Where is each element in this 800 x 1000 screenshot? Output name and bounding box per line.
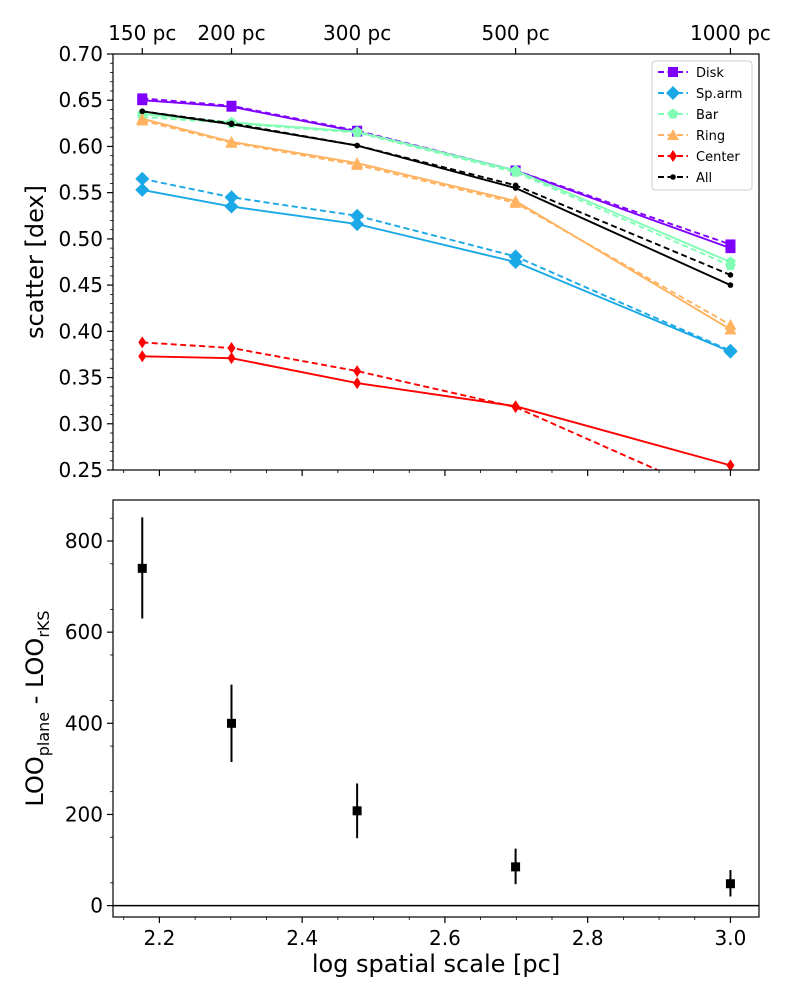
y-tick-label: 0 (90, 894, 103, 918)
legend-marker-center (669, 150, 677, 162)
data-point (226, 718, 236, 728)
legend-label-center: Center (696, 150, 740, 165)
y-tick-label: 0.25 (58, 458, 103, 482)
top-axis-tick-label: 500 pc (481, 21, 549, 45)
legend-marker-bar (667, 108, 679, 119)
data-point (511, 862, 521, 872)
legend-label-all: All (696, 171, 712, 186)
plot-frame (112, 499, 760, 918)
data-point-sp-arm-dashed (135, 171, 150, 186)
y-tick-label: 0.45 (58, 273, 103, 297)
data-point-center-dashed (227, 341, 236, 354)
data-point-bar-dashed (351, 127, 363, 138)
x-tick-label: 3.0 (715, 926, 747, 950)
data-point-all-dashed (354, 142, 360, 149)
data-point (352, 806, 362, 816)
legend-label-disk: Disk (696, 66, 724, 81)
data-point-center-dashed (353, 365, 362, 378)
y-axis-label: LOOplane - LOOrKS (21, 610, 53, 806)
data-point-all-solid (727, 282, 734, 288)
data-point-center-solid (138, 350, 147, 363)
top-axis-tick-label: 1000 pc (690, 21, 771, 45)
data-point-all-dashed (228, 120, 235, 127)
data-point-center-solid (726, 459, 735, 470)
series-line-center-solid (142, 355, 731, 467)
legend-marker-all (670, 174, 676, 180)
y-tick-label: 0.70 (58, 42, 103, 66)
y-tick-label: 800 (65, 529, 103, 553)
legend-marker-disk (668, 67, 678, 77)
y-tick-label: 200 (65, 802, 103, 826)
y-tick-label: 0.60 (58, 134, 103, 158)
loo-panel: 0 200 400 600 800 2.2 2.4 2.6 2.8 3.0 log spatial … (21, 499, 760, 978)
legend-marker-sp-arm (666, 86, 680, 100)
y-axis-label: scatter [dex] (21, 185, 49, 339)
legend-marker-ring (667, 129, 679, 140)
data-point-center-dashed (726, 496, 734, 508)
data-point-ring-dashed (509, 196, 522, 208)
y-tick-label: 0.55 (58, 181, 103, 205)
series-line-center-dashed (142, 341, 660, 470)
data-point (725, 879, 735, 889)
top-axis-tick-label: 200 pc (197, 21, 265, 45)
data-point-center-dashed (511, 401, 520, 414)
data-point-center-solid (227, 352, 236, 365)
legend-label-bar: Bar (696, 108, 719, 123)
data-point-center-solid (353, 377, 362, 390)
series-line-bar-solid (142, 113, 731, 263)
series-line-disk-dashed (142, 97, 731, 246)
x-tick-label: 2.4 (286, 926, 318, 950)
y-tick-label: 0.50 (58, 227, 103, 251)
scatter-panel: 0.25 0.30 0.35 0.40 0.45 0.50 0.55 0.60 0.65 0.70… (21, 21, 771, 508)
x-tick-label: 2.8 (572, 926, 604, 950)
data-point-disk-dashed (226, 100, 237, 111)
data-point-ring-dashed (724, 318, 737, 330)
y-label-mid: - LOO (21, 638, 49, 712)
x-axis-label: log spatial scale [pc] (312, 950, 560, 978)
data-point-all-dashed (512, 182, 519, 189)
y-tick-label: 600 (65, 620, 103, 644)
data-point-sp-arm-solid (224, 199, 239, 214)
data-point-bar-dashed (725, 260, 736, 271)
data-point-sp-arm-dashed (224, 190, 239, 205)
data-point-bar-dashed (510, 166, 521, 177)
series-group (135, 93, 738, 508)
data-point-sp-arm-solid (135, 182, 150, 197)
y-tick-label: 0.40 (58, 319, 103, 343)
y-tick-label: 0.30 (58, 412, 103, 436)
top-axis-tick-label: 150 pc (108, 21, 176, 45)
data-point-sp-arm-dashed (723, 343, 738, 358)
data-point (137, 563, 147, 573)
legend-label-ring: Ring (696, 129, 725, 144)
data-point-center-dashed (138, 336, 147, 349)
y-label-sub-rks: rKS (34, 610, 53, 637)
top-axis-tick-label: 300 pc (323, 21, 391, 45)
data-point-ring-dashed (225, 136, 238, 148)
data-point-disk-dashed (725, 239, 736, 250)
x-tick-label: 2.6 (429, 926, 461, 950)
data-point-sp-arm-solid (350, 217, 365, 232)
y-tick-label: 0.35 (58, 366, 103, 390)
data-point-all-dashed (139, 108, 146, 115)
x-tick-label: 2.2 (143, 926, 175, 950)
series-line-all-dashed (142, 110, 731, 276)
y-label-sub-plane: plane (34, 712, 53, 756)
legend-label-sp-arm: Sp.arm (696, 87, 742, 102)
series-line-bar-dashed (142, 115, 731, 267)
data-point-disk-dashed (137, 93, 148, 104)
data-point-ring-dashed (136, 114, 149, 126)
series-line-sp-arm-dashed (142, 177, 731, 352)
plot-frame (112, 53, 760, 471)
y-tick-label: 400 (65, 711, 103, 735)
data-point-all-dashed (727, 272, 734, 278)
y-label-main: LOO (21, 756, 49, 806)
data-point-sp-arm-dashed (508, 249, 523, 264)
legend: Disk Sp.arm Bar Ring Center All (651, 60, 753, 191)
y-tick-label: 0.65 (58, 88, 103, 112)
data-point-ring-dashed (351, 158, 364, 170)
data-point-sp-arm-dashed (350, 208, 365, 223)
